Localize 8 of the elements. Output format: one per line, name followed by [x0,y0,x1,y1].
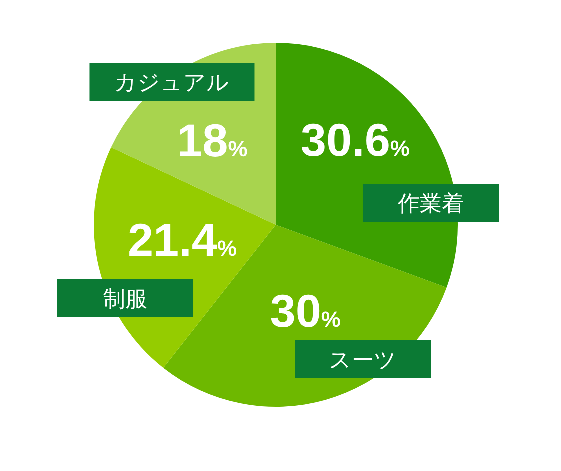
slice-label: 制服 [104,286,148,312]
data-label: 18% [177,114,248,167]
data-label: 30.6% [300,114,410,166]
slice-label: 作業着 [396,191,464,216]
slice-label: カジュアル [114,70,230,96]
slice-label: スーツ [329,347,398,372]
data-label: 30% [270,285,341,338]
data-label: 21.4% [128,214,238,266]
